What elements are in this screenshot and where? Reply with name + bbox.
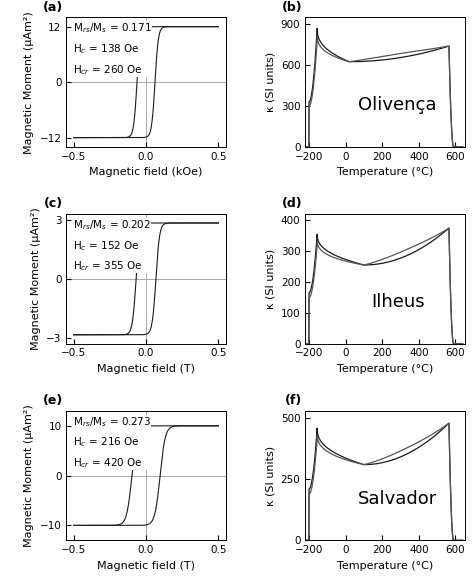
X-axis label: Magnetic field (kOe): Magnetic field (kOe) [89, 167, 203, 177]
Y-axis label: Magnetic Moment (μAm²): Magnetic Moment (μAm²) [24, 404, 34, 547]
Y-axis label: Magnetic Moment (μAm²): Magnetic Moment (μAm²) [30, 207, 41, 350]
X-axis label: Temperature (°C): Temperature (°C) [337, 167, 433, 177]
X-axis label: Magnetic field (T): Magnetic field (T) [97, 561, 195, 571]
Y-axis label: κ (SI units): κ (SI units) [265, 446, 275, 505]
Text: Olivença: Olivença [358, 96, 437, 114]
Text: (e): (e) [43, 394, 63, 407]
X-axis label: Temperature (°C): Temperature (°C) [337, 561, 433, 571]
Text: (f): (f) [285, 394, 302, 407]
X-axis label: Temperature (°C): Temperature (°C) [337, 364, 433, 374]
Text: Ilheus: Ilheus [371, 293, 424, 311]
Text: M$_{rs}$/M$_s$ = 0.171
H$_c$ = 138 Oe
H$_{cr}$ = 260 Oe: M$_{rs}$/M$_s$ = 0.171 H$_c$ = 138 Oe H$… [73, 21, 152, 77]
Y-axis label: κ (SI units): κ (SI units) [265, 249, 275, 309]
Y-axis label: Magnetic Moment (μAm²): Magnetic Moment (μAm²) [24, 11, 34, 153]
Text: (c): (c) [44, 198, 63, 210]
Text: (b): (b) [282, 1, 302, 13]
Y-axis label: κ (SI units): κ (SI units) [265, 52, 275, 112]
Text: (d): (d) [282, 198, 302, 210]
Text: M$_{rs}$/M$_s$ = 0.202
H$_c$ = 152 Oe
H$_{cr}$ = 355 Oe: M$_{rs}$/M$_s$ = 0.202 H$_c$ = 152 Oe H$… [73, 218, 151, 274]
Text: (a): (a) [43, 1, 63, 13]
Text: M$_{rs}$/M$_s$ = 0.273
H$_c$ = 216 Oe
H$_{cr}$ = 420 Oe: M$_{rs}$/M$_s$ = 0.273 H$_c$ = 216 Oe H$… [73, 415, 151, 470]
X-axis label: Magnetic field (T): Magnetic field (T) [97, 364, 195, 374]
Text: Salvador: Salvador [358, 490, 437, 508]
